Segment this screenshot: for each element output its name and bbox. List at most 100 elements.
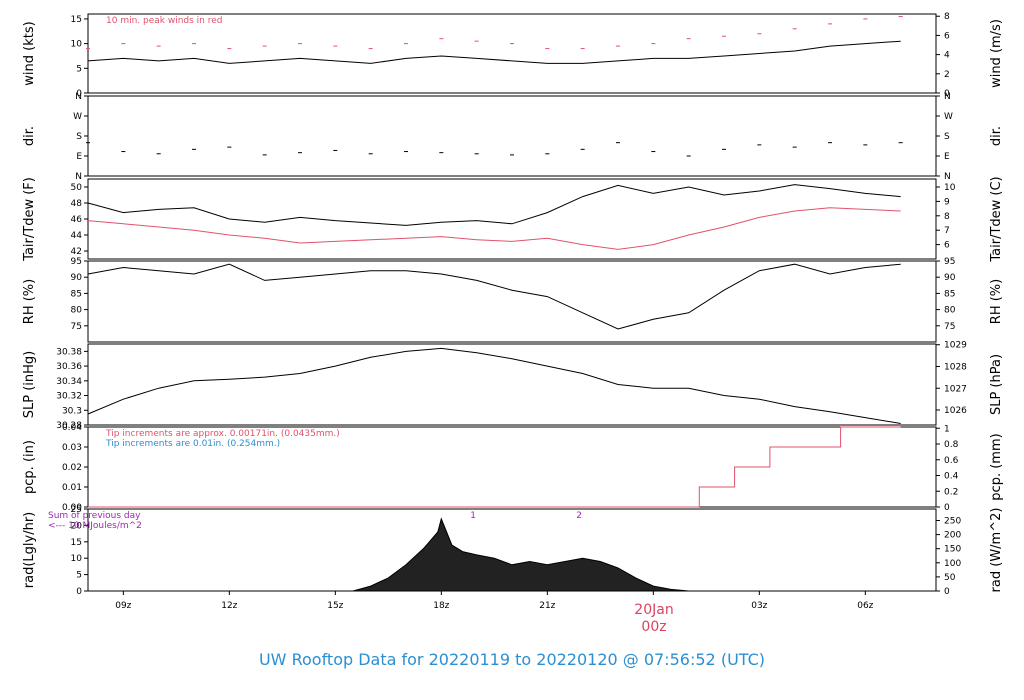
y-tick-label-left: 30.28 <box>56 421 82 431</box>
panel-frame <box>87 95 937 177</box>
y-tick-label-right: 0.8 <box>944 440 959 450</box>
y-tick-label-left: 75 <box>71 322 82 332</box>
panel-pcp: 0.00 0.01 0.02 0.03 0.04 0 0.2 0.4 0.6 0.8 1 pcp. (… <box>22 423 1004 513</box>
y-tick-label-right: 8 <box>944 12 950 22</box>
series-line-rh <box>87 263 901 330</box>
y-tick-label-left: N <box>75 172 82 182</box>
y-axis-label-right: SLP (hPa) <box>989 354 1004 415</box>
y-tick-label-left: 10 <box>71 554 83 564</box>
y-axis-label-left: pcp. (in) <box>22 440 37 494</box>
y-tick-label-left: 25 <box>71 505 82 515</box>
x-axis: 09z 12z 15z 18z 21z 03z 06z <box>115 591 874 611</box>
y-axis-label-left: rad(Lgly/hr) <box>22 512 37 588</box>
series-line-pcp <box>88 426 901 508</box>
y-axis-label-left: dir. <box>22 126 37 146</box>
panel-frame <box>87 178 937 260</box>
y-tick-label-right: 1 <box>944 424 950 434</box>
y-tick-label-right: 10 <box>944 183 956 193</box>
y-tick-label-right: 8 <box>944 212 950 222</box>
y-tick-label-left: 48 <box>71 199 83 209</box>
y-tick-label-left: 46 <box>71 215 83 225</box>
y-tick-label-right: 0.4 <box>944 472 959 482</box>
x-tick-label: 15z <box>327 601 343 611</box>
y-tick-label-right: 75 <box>944 322 955 332</box>
y-tick-label-left: N <box>75 92 82 102</box>
y-tick-label-right: 80 <box>944 306 956 316</box>
y-tick-label-right: 0 <box>944 89 950 99</box>
y-tick-label-left: 42 <box>71 247 82 257</box>
y-tick-label-right: 250 <box>944 516 961 526</box>
panel-annotation: Sum of previous day <box>48 511 141 521</box>
y-tick-label-left: 95 <box>71 257 82 267</box>
y-tick-label-left: 0.00 <box>62 503 82 513</box>
y-axis-label-right: Tair/Tdew (C) <box>989 176 1004 262</box>
panel-annotation: 10 min. peak winds in red <box>106 16 223 26</box>
y-axis-label-right: dir. <box>989 126 1004 146</box>
panel-annotation: Tip increments are approx. 0.00171in. (0… <box>105 429 340 439</box>
y-tick-label-left: 10 <box>71 40 83 50</box>
y-tick-label-right: 6 <box>944 31 950 41</box>
y-tick-label-left: 85 <box>71 289 82 299</box>
y-tick-label-right: 1029 <box>944 341 967 351</box>
x-tick-label: 21z <box>539 601 555 611</box>
y-tick-label-right: 85 <box>944 289 955 299</box>
y-tick-label-right: 4 <box>944 51 950 61</box>
panel-wind: 0 5 10 15 0 2 4 6 8 wind (kts) wind (m/s) 10 min. p… <box>22 12 1004 99</box>
x-tick-label: 06z <box>857 601 873 611</box>
y-tick-label-right: 90 <box>944 273 956 283</box>
y-tick-label-right: 9 <box>944 197 950 207</box>
y-tick-label-right: 1028 <box>944 362 967 372</box>
y-tick-label-right: 1026 <box>944 406 967 416</box>
y-tick-label-left: 30.3 <box>62 406 82 416</box>
y-tick-label-left: 80 <box>71 306 83 316</box>
y-tick-label-left: 5 <box>76 571 82 581</box>
y-axis-label-left: wind (kts) <box>22 21 37 85</box>
y-axis-label-left: RH (%) <box>22 279 37 324</box>
x-tick-label: 09z <box>115 601 131 611</box>
chart-title: UW Rooftop Data for 20220119 to 20220120… <box>259 650 765 669</box>
date-label-hour: 00z <box>641 619 666 635</box>
y-tick-label-right: 1027 <box>944 384 967 394</box>
y-tick-label-right: 150 <box>944 545 961 555</box>
y-tick-label-left: 0 <box>76 587 82 597</box>
y-tick-label-right: 50 <box>944 573 956 583</box>
panel-frame <box>87 260 937 343</box>
y-tick-label-left: 0 <box>76 89 82 99</box>
x-tick-label: 03z <box>751 601 767 611</box>
y-tick-label-right: 7 <box>944 226 950 236</box>
y-tick-label-left: 20 <box>71 521 83 531</box>
y-tick-label-left: 0.04 <box>62 423 82 433</box>
panel-frame <box>87 343 937 426</box>
x-tick-label: 12z <box>221 601 237 611</box>
panel-temp: 42 44 46 48 50 6 7 8 9 10 Tair/Tdew (F) Tair/Tdew (… <box>22 176 1004 262</box>
y-tick-label-left: 0.02 <box>62 463 82 473</box>
y-tick-label-left: S <box>76 132 82 142</box>
y-axis-label-right: wind (m/s) <box>989 19 1004 88</box>
y-tick-label-right: 0 <box>944 587 950 597</box>
panel-annotation: Tip increments are 0.01in. (0.254mm.) <box>105 439 280 449</box>
y-tick-label-right: 2 <box>944 70 950 80</box>
y-tick-label-right: N <box>944 92 951 102</box>
panel-annotation: <--- 10 MJoules/m^2 <box>48 521 142 531</box>
y-tick-label-right: E <box>944 152 950 162</box>
y-axis-label-left: SLP (inHg) <box>22 351 37 419</box>
y-tick-label-left: 5 <box>76 64 82 74</box>
y-tick-label-right: 100 <box>944 559 961 569</box>
y-tick-label-right: S <box>944 132 950 142</box>
y-axis-label-left: Tair/Tdew (F) <box>22 177 37 262</box>
y-tick-label-left: 44 <box>71 231 83 241</box>
y-tick-label-right: 6 <box>944 241 950 251</box>
y-tick-label-left: 0.03 <box>62 443 82 453</box>
panel-frame <box>87 13 937 94</box>
y-tick-label-left: W <box>73 112 82 122</box>
y-tick-label-left: 30.34 <box>56 377 82 387</box>
y-tick-label-right: 95 <box>944 257 955 267</box>
series-line-temp-1 <box>87 207 901 250</box>
y-tick-label-left: 50 <box>71 183 83 193</box>
y-tick-label-left: 90 <box>71 273 83 283</box>
y-axis-label-right: pcp. (mm) <box>989 433 1004 500</box>
y-tick-label-left: 30.38 <box>56 347 82 357</box>
